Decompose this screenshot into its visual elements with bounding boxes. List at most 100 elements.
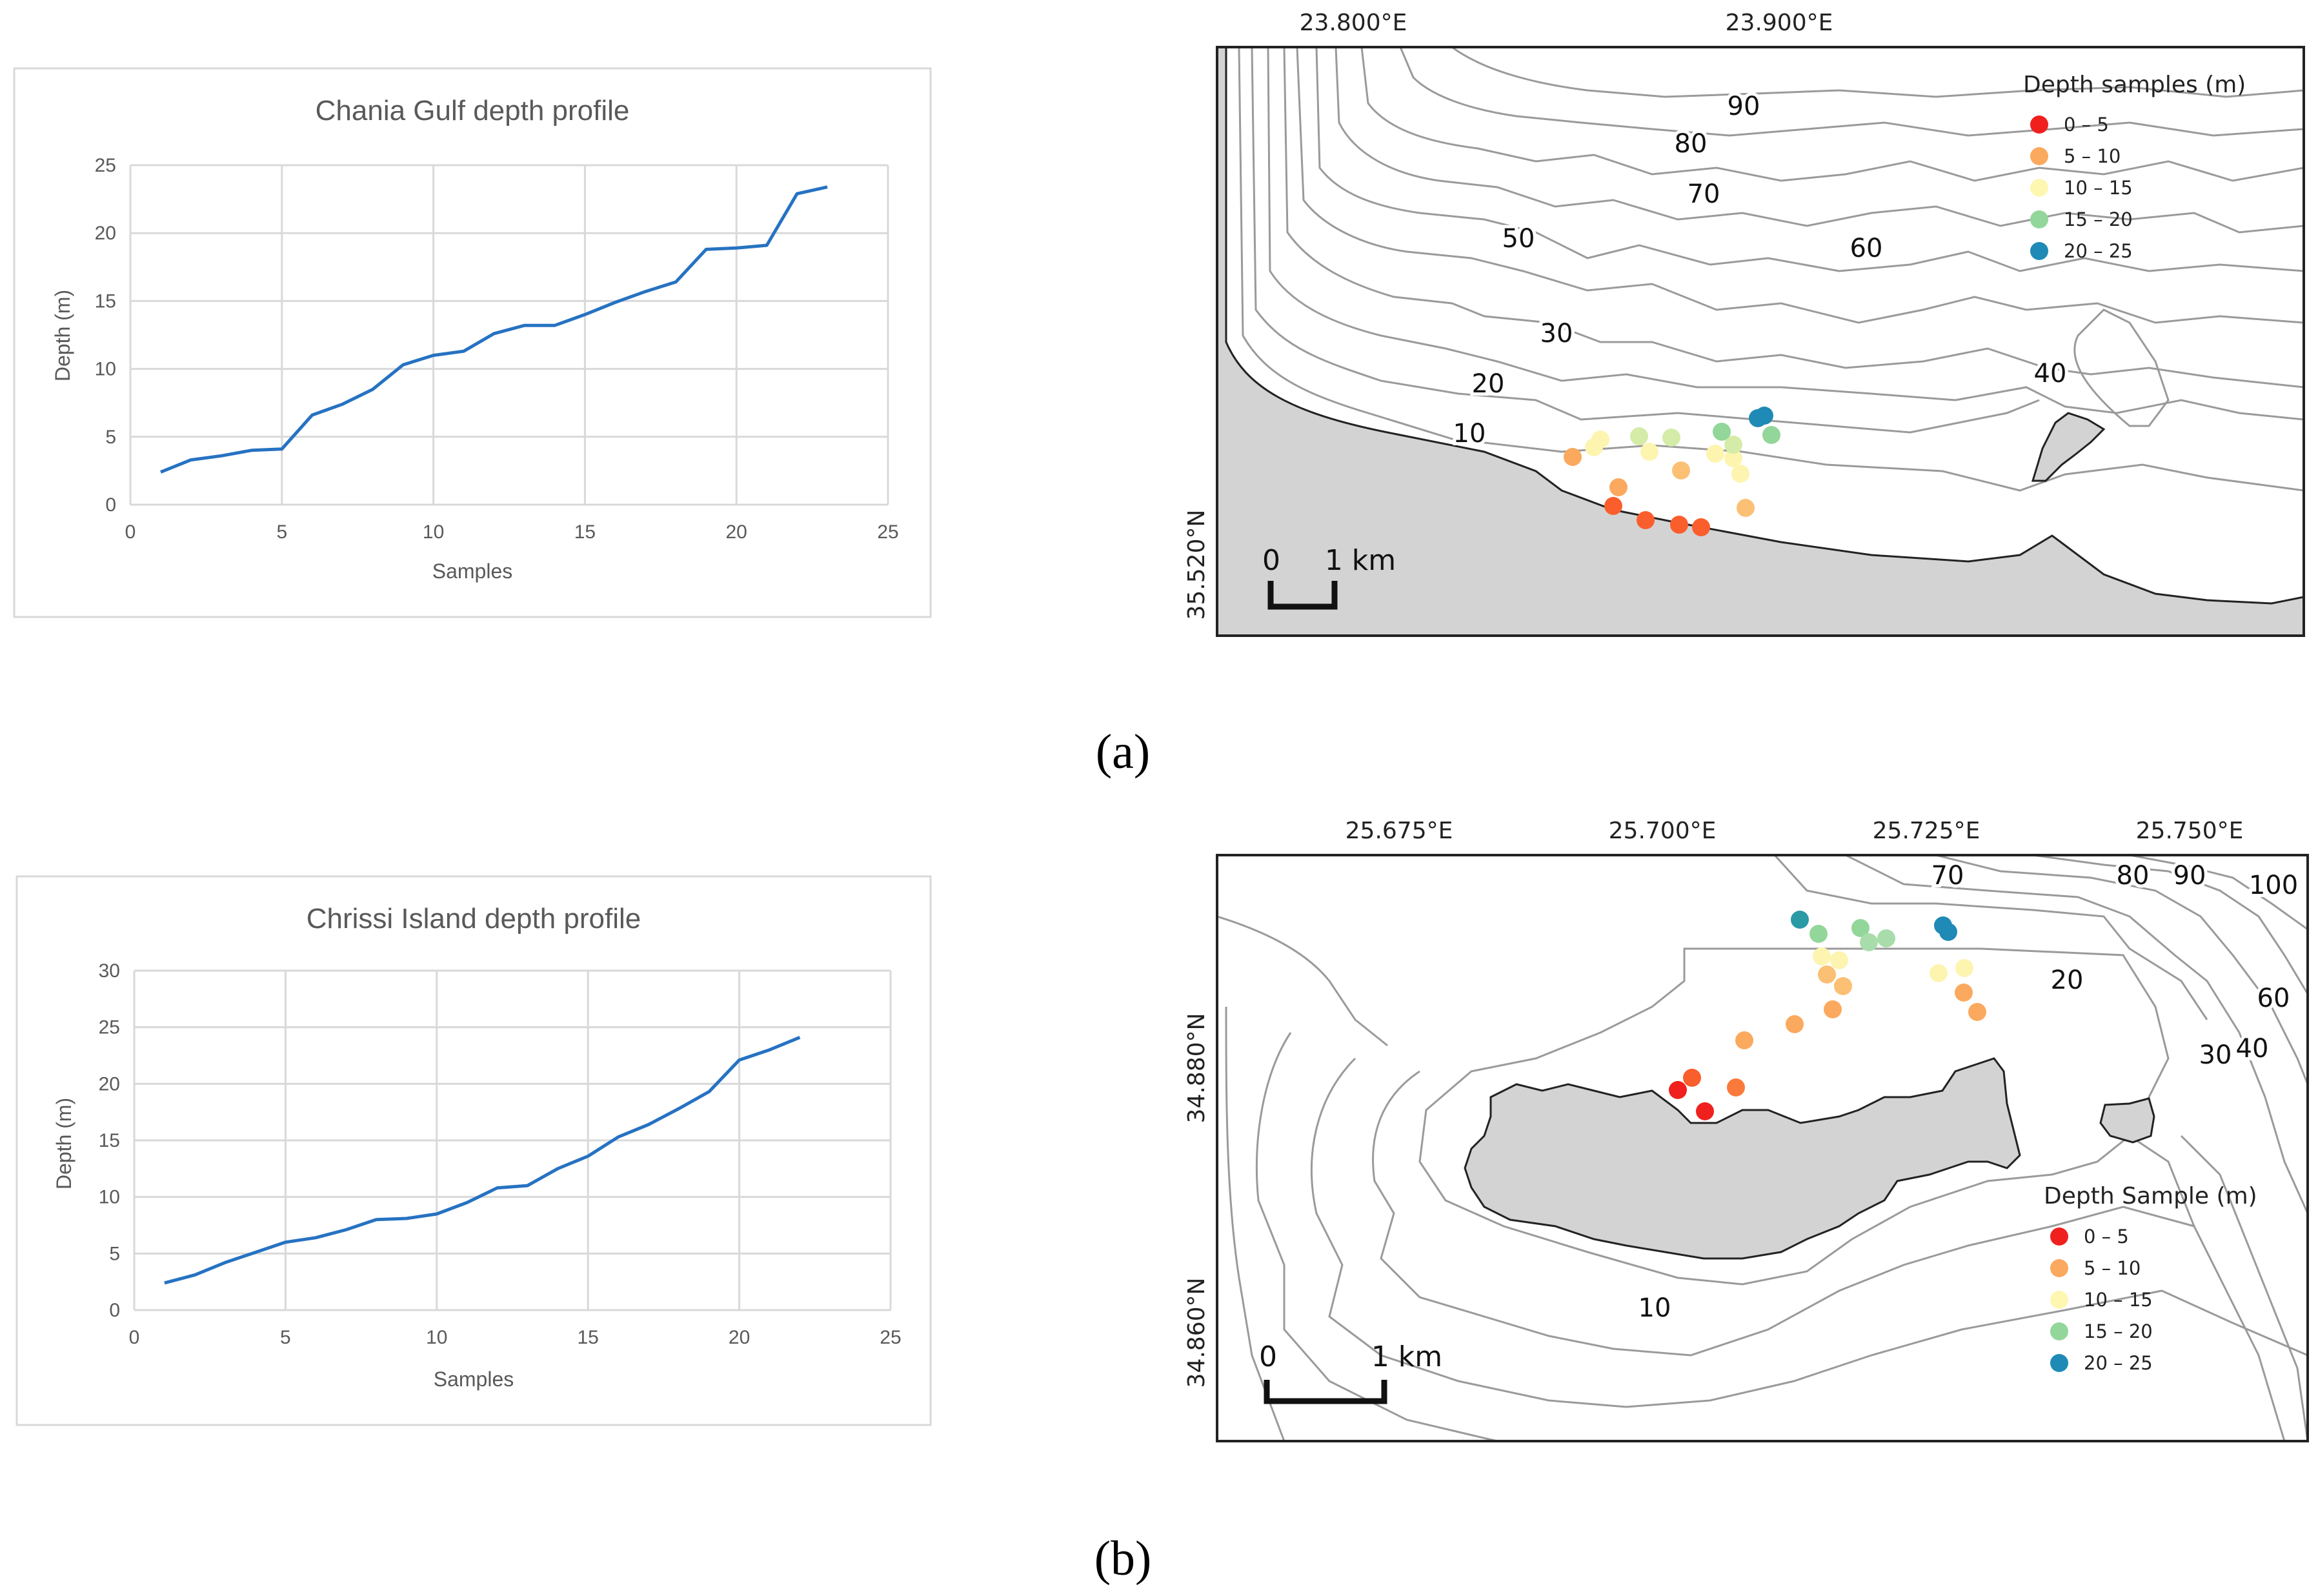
tick-labels: 0 5 10 15 20 25 0 5 10 15 20 25 — [95, 155, 899, 543]
y-tick-label: 15 — [99, 1130, 120, 1151]
contour-label: 90 — [1728, 92, 1760, 121]
legend-title: Depth Sample (m) — [2044, 1183, 2257, 1209]
y-tick-label: 0 — [109, 1300, 120, 1321]
legend-swatch — [2030, 210, 2048, 228]
contour-label: 70 — [1931, 861, 1964, 891]
chart-chania: Chania Gulf depth profile 0 5 10 15 20 25 0 5 10… — [13, 67, 932, 618]
latitude-label: 34.880°N — [1184, 1013, 1210, 1124]
x-tick-label: 10 — [426, 1327, 447, 1348]
x-tick-label: 5 — [276, 521, 287, 543]
sample-point — [1696, 1102, 1714, 1120]
latitude-label: 35.520°N — [1184, 510, 1210, 620]
sample-point — [1683, 1069, 1701, 1087]
sample-point — [1930, 964, 1948, 982]
x-axis-label: Samples — [432, 560, 513, 583]
panel-label: (a) — [1096, 725, 1150, 779]
sample-point — [1662, 429, 1680, 447]
sample-point — [1735, 1031, 1753, 1049]
legend-label: 0 – 5 — [2064, 114, 2109, 136]
contour-label: 70 — [1688, 179, 1720, 209]
y-axis-label: Depth (m) — [52, 1098, 76, 1189]
y-tick-label: 25 — [95, 155, 116, 176]
contour-label: 100 — [2249, 871, 2298, 900]
coastline-land — [1217, 47, 2304, 636]
contour-lines — [1217, 855, 2308, 1441]
longitude-label: 25.750°E — [2136, 818, 2244, 844]
islet — [2099, 1097, 2155, 1144]
sample-point — [1791, 911, 1809, 929]
sample-point — [1737, 499, 1755, 517]
sample-point — [1727, 1078, 1745, 1096]
sample-point — [1724, 436, 1742, 454]
scale-bar: 0 1 km — [1262, 544, 1396, 610]
sample-point — [1755, 407, 1773, 425]
series-line — [160, 185, 828, 474]
legend-label: 5 – 10 — [2064, 145, 2121, 167]
contour-label: 80 — [2117, 861, 2150, 891]
sample-point — [1604, 497, 1622, 515]
contour-label: 90 — [2173, 861, 2206, 891]
legend-label: 10 – 15 — [2084, 1289, 2153, 1311]
sample-point — [1824, 1000, 1842, 1018]
tick-labels: 0 5 10 15 20 25 30 0 5 10 15 20 25 — [99, 960, 902, 1348]
legend-label: 0 – 5 — [2084, 1226, 2129, 1248]
sample-point — [1630, 427, 1648, 445]
longitude-label: 23.900°E — [1726, 10, 1833, 36]
legend-swatch — [2030, 179, 2048, 197]
contour-lines — [1238, 47, 2304, 492]
scale-bar: 0 1 km — [1259, 1340, 1442, 1404]
sample-point — [1939, 923, 1957, 941]
scale-unit: 1 km — [1371, 1340, 1442, 1373]
x-tick-label: 15 — [578, 1327, 599, 1348]
contour-label: 40 — [2034, 359, 2067, 389]
legend: Depth samples (m) 0 – 5 5 – 10 10 – 15 1… — [2023, 72, 2246, 262]
contour-label: 30 — [2199, 1040, 2232, 1070]
x-tick-label: 25 — [877, 521, 898, 543]
sample-point — [1860, 933, 1878, 951]
contour-label: 50 — [1502, 224, 1535, 254]
sample-point — [1637, 511, 1655, 529]
legend-swatch — [2050, 1259, 2068, 1277]
sample-point — [1834, 977, 1852, 995]
legend-label: 20 – 25 — [2084, 1352, 2153, 1374]
legend-swatch — [2050, 1354, 2068, 1372]
sample-point — [1955, 984, 1973, 1002]
sample-point — [1955, 959, 1973, 977]
contour-label: 60 — [2257, 984, 2290, 1013]
scale-zero: 0 — [1262, 544, 1280, 577]
y-tick-label: 25 — [99, 1017, 120, 1038]
contour-label: 10 — [1638, 1293, 1671, 1323]
sample-point — [1818, 965, 1836, 984]
longitude-label: 25.675°E — [1345, 818, 1453, 844]
y-tick-label: 10 — [99, 1187, 120, 1208]
chart-title: Chania Gulf depth profile — [316, 95, 630, 126]
x-tick-label: 10 — [423, 521, 444, 543]
scale-zero: 0 — [1259, 1340, 1277, 1373]
x-tick-label: 20 — [726, 521, 747, 543]
legend-swatch — [2030, 116, 2048, 134]
legend-swatch — [2030, 147, 2048, 165]
legend-label: 15 – 20 — [2064, 208, 2133, 230]
legend-swatch — [2050, 1322, 2068, 1340]
sample-point — [1670, 516, 1688, 534]
sample-point — [1564, 448, 1582, 466]
x-tick-label: 25 — [880, 1327, 901, 1348]
legend: Depth Sample (m) 0 – 5 5 – 10 10 – 15 15… — [2044, 1183, 2257, 1374]
x-tick-label: 5 — [280, 1327, 291, 1348]
sample-points — [1564, 407, 1780, 536]
islet — [2031, 412, 2106, 482]
y-tick-label: 20 — [95, 223, 116, 244]
legend-swatch — [2030, 242, 2048, 260]
contour-label: 30 — [1540, 319, 1573, 348]
contour-label: 20 — [2051, 965, 2084, 995]
chart-title: Chrissi Island depth profile — [307, 903, 641, 934]
sample-point — [1809, 925, 1828, 943]
sample-point — [1830, 951, 1848, 969]
legend-label: 15 – 20 — [2084, 1320, 2153, 1342]
legend-title: Depth samples (m) — [2023, 72, 2246, 98]
grid — [133, 969, 892, 1311]
sample-point — [1851, 919, 1870, 937]
y-tick-label: 10 — [95, 359, 116, 380]
sample-point — [1609, 478, 1628, 496]
y-axis-label: Depth (m) — [51, 290, 74, 381]
